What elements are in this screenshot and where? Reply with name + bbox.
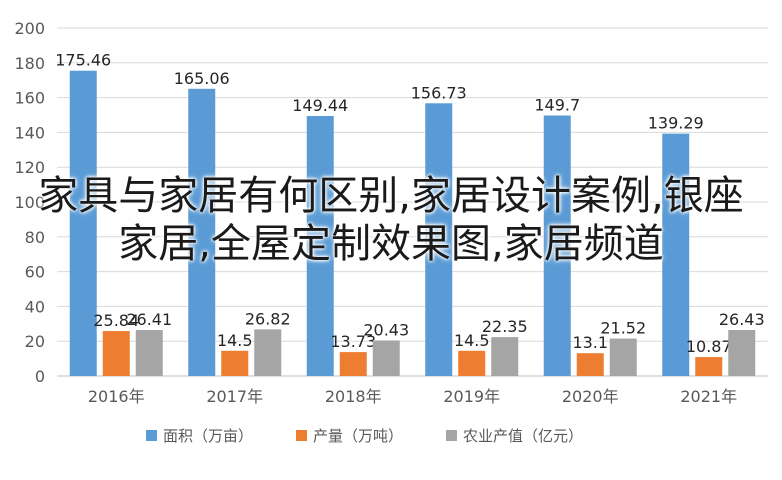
data-label: 14.5 [454, 331, 490, 350]
bar [458, 350, 486, 376]
x-tick-label: 2021年 [680, 387, 737, 406]
y-tick-label: 0 [35, 367, 45, 386]
legend-label: 面积（万亩） [163, 427, 253, 445]
bar [543, 115, 571, 376]
bar [609, 338, 637, 376]
data-label: 26.82 [245, 309, 291, 328]
data-label: 20.43 [363, 320, 409, 339]
data-label: 10.87 [686, 337, 732, 356]
data-label: 25.84 [93, 311, 139, 330]
data-label: 26.43 [719, 310, 765, 329]
data-label: 14.5 [217, 331, 253, 350]
bar [339, 352, 367, 376]
legend-label: 产量（万吨） [313, 427, 403, 445]
data-label: 22.35 [482, 317, 528, 336]
bar [221, 350, 249, 376]
bar [576, 353, 604, 376]
bar [188, 88, 216, 377]
y-tick-label: 180 [14, 54, 45, 73]
data-label: 149.7 [534, 96, 580, 115]
bar [254, 329, 282, 376]
y-tick-label: 140 [14, 123, 45, 142]
data-label: 175.46 [55, 51, 111, 70]
x-tick-label: 2020年 [562, 387, 619, 406]
data-label: 13.1 [572, 333, 608, 352]
data-label: 26.41 [126, 310, 172, 329]
bar [662, 133, 690, 376]
y-tick-label: 60 [25, 263, 45, 282]
legend-swatch [146, 430, 157, 441]
data-label: 21.52 [600, 319, 646, 338]
y-tick-label: 160 [14, 89, 45, 108]
bar [372, 340, 400, 376]
legend-swatch [296, 430, 307, 441]
x-tick-label: 2016年 [88, 387, 145, 406]
bar [425, 103, 453, 377]
data-label: 165.06 [174, 69, 230, 88]
y-tick-label: 100 [14, 193, 45, 212]
y-tick-label: 200 [14, 19, 45, 38]
x-tick-label: 2017年 [206, 387, 263, 406]
bar [306, 115, 334, 377]
bar [69, 70, 97, 377]
data-label: 139.29 [648, 114, 704, 133]
y-tick-label: 120 [14, 158, 45, 177]
x-tick-label: 2019年 [443, 387, 500, 406]
data-label: 149.44 [292, 96, 348, 115]
y-tick-label: 40 [25, 297, 45, 316]
bar [135, 330, 163, 376]
bar [695, 357, 723, 376]
data-label: 13.73 [330, 332, 376, 351]
bar [102, 331, 130, 376]
bar [491, 337, 519, 376]
data-label: 156.73 [411, 83, 467, 102]
y-tick-label: 80 [25, 228, 45, 247]
y-tick-label: 20 [25, 332, 45, 351]
x-tick-label: 2018年 [325, 387, 382, 406]
bar [728, 330, 756, 376]
legend-label: 农业产值（亿元） [463, 427, 583, 445]
legend-swatch [446, 430, 457, 441]
